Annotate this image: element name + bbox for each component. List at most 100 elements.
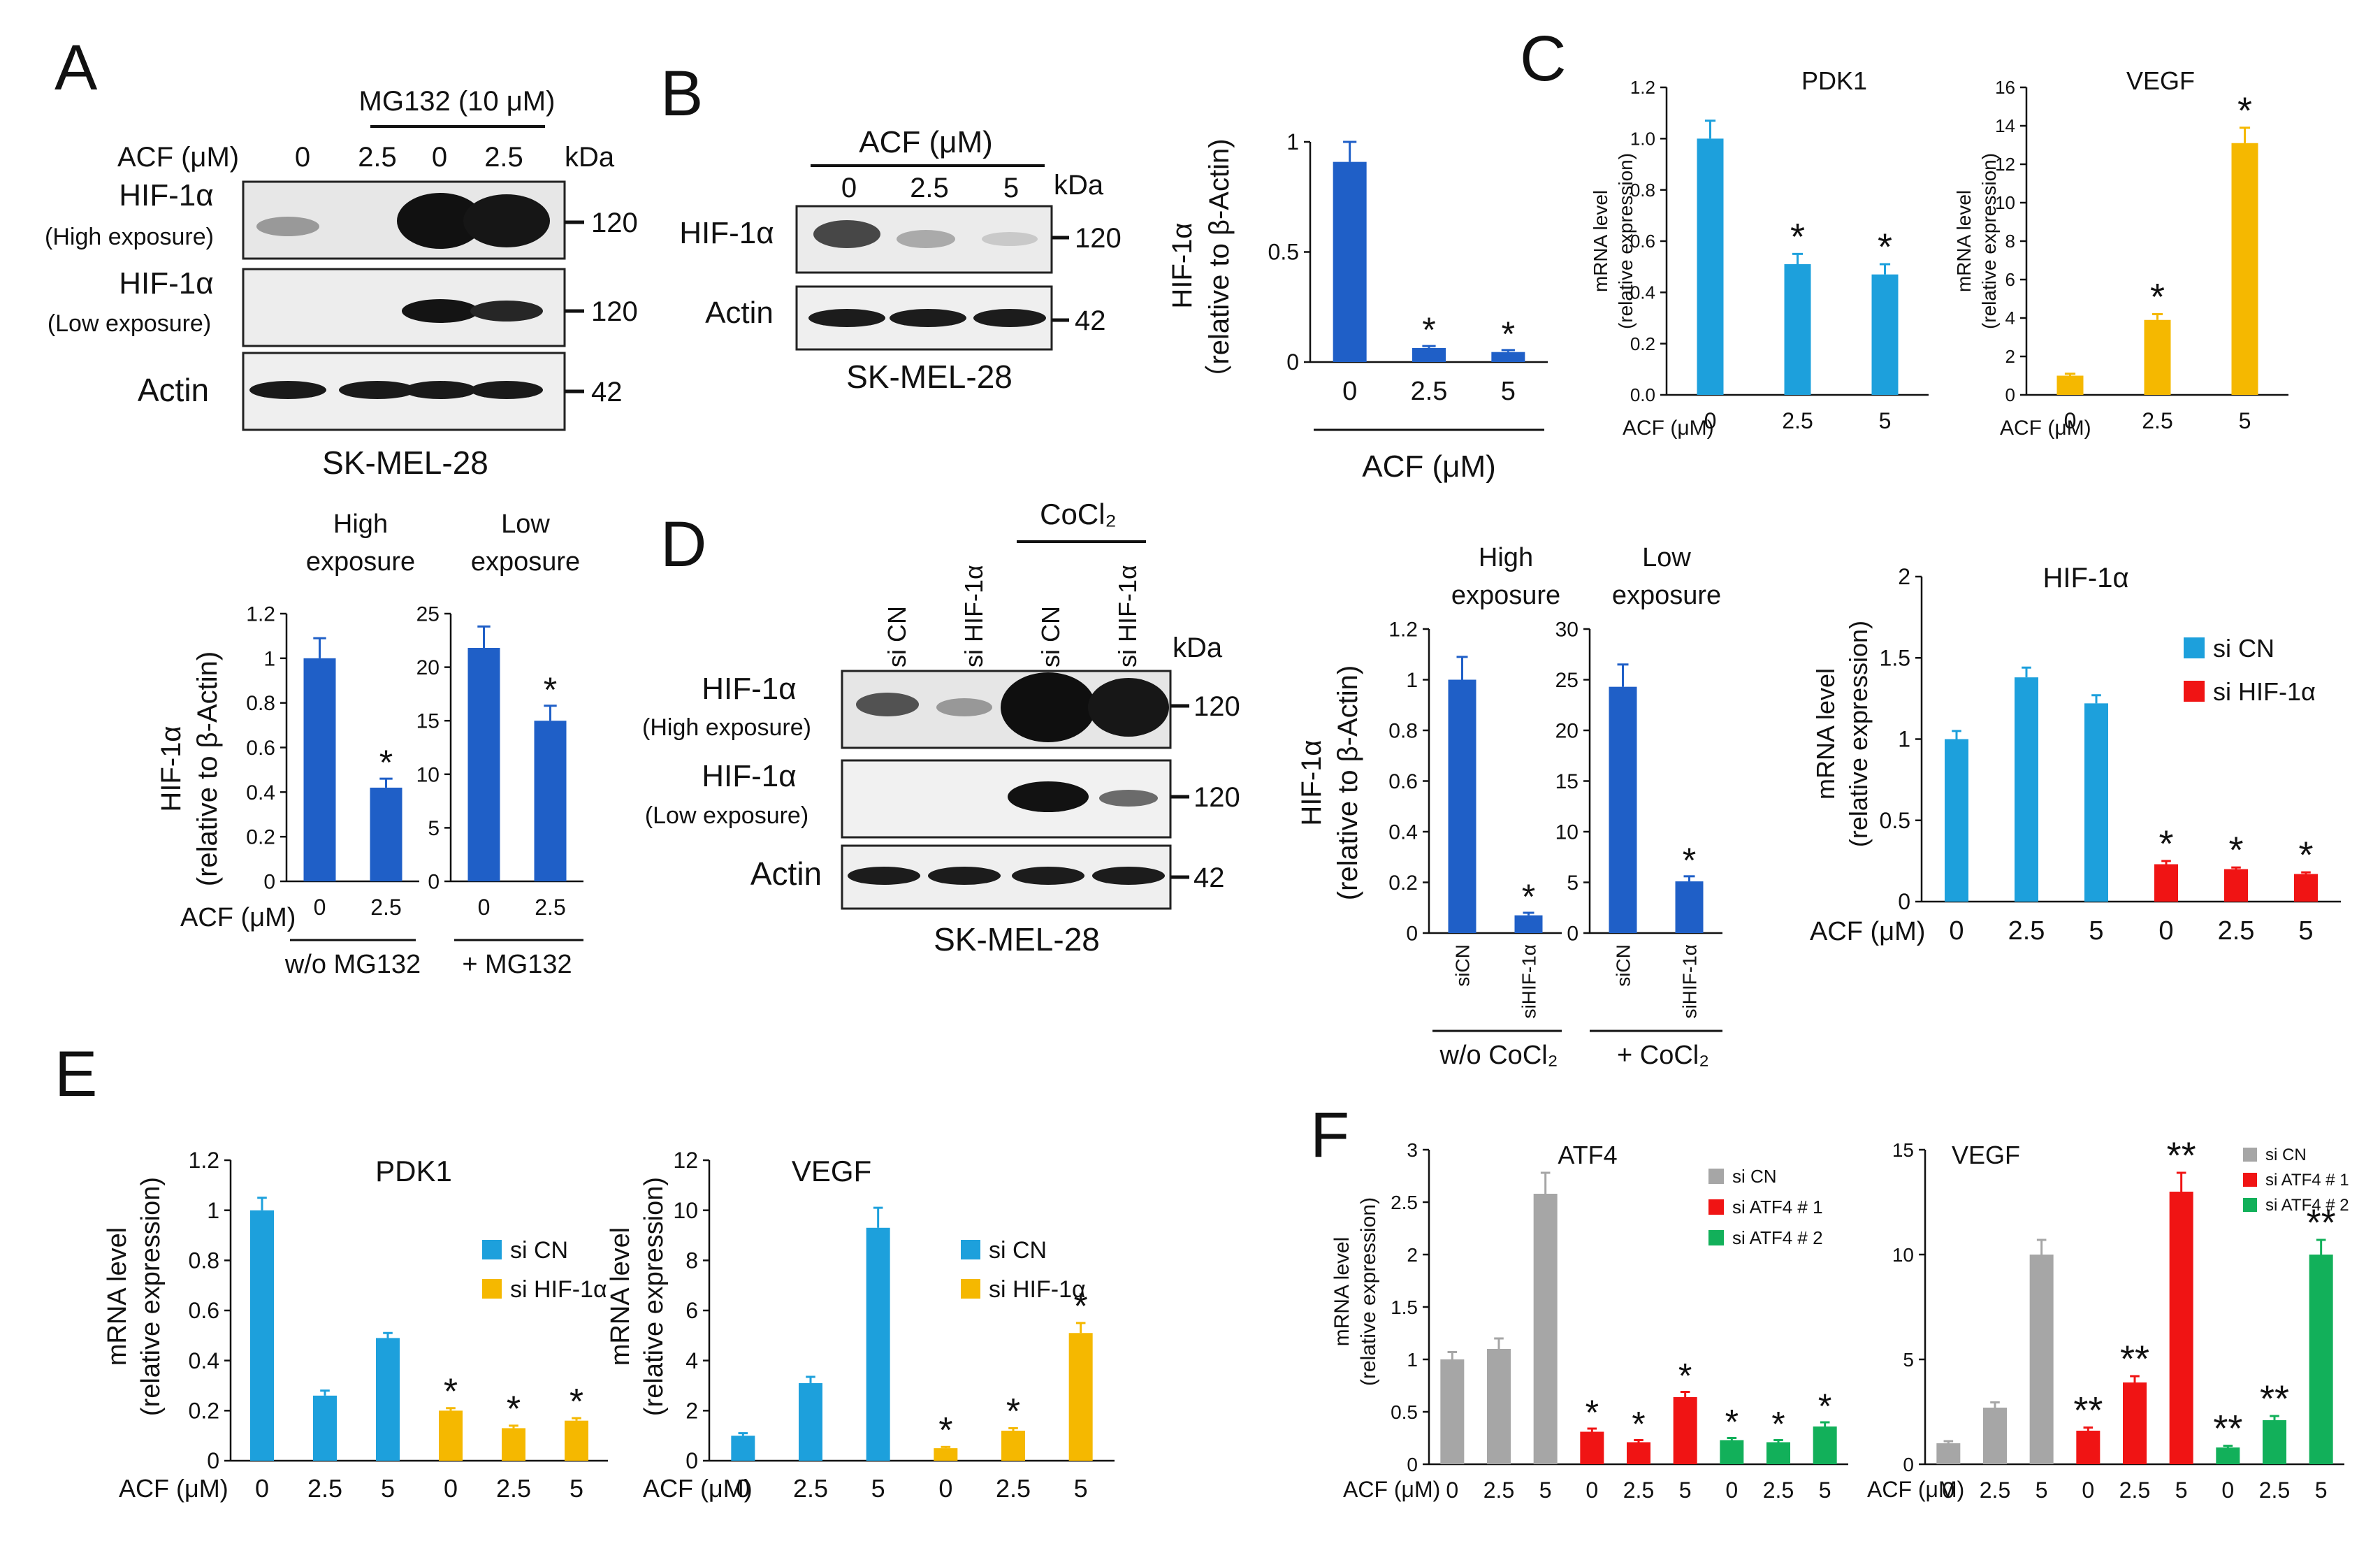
panel-e: E PDK1 mRNA level (relative expression) … xyxy=(55,1039,1115,1503)
band xyxy=(470,381,543,399)
legend-label: si CN xyxy=(510,1237,568,1264)
y-tick-label: 0 xyxy=(685,1448,698,1473)
significance-star: * xyxy=(1074,1287,1088,1327)
y-tick-label: 2 xyxy=(1898,564,1910,589)
band xyxy=(890,309,966,327)
y-tick-label: 10 xyxy=(416,763,440,786)
significance-star: * xyxy=(569,1382,583,1422)
y-tick-label: 12 xyxy=(1995,154,2015,175)
lane-label: si HIF-1α xyxy=(1113,565,1142,667)
y-tick-label: 3 xyxy=(1407,1139,1418,1161)
y-tick-label: 1 xyxy=(1407,1349,1418,1371)
y-axis-label: (relative expression) xyxy=(639,1177,669,1416)
y-tick-label: 0.5 xyxy=(1268,240,1299,265)
significance-star: ** xyxy=(2167,1135,2196,1177)
bar xyxy=(934,1448,958,1461)
y-tick-label: 0.4 xyxy=(246,781,275,804)
y-tick-label: 10 xyxy=(1555,821,1579,844)
y-tick-label: 0.2 xyxy=(189,1399,219,1424)
chart-header: Low xyxy=(1642,543,1691,572)
significance-star: * xyxy=(1683,841,1696,880)
chart-title: VEGF xyxy=(792,1155,871,1187)
y-axis-label: mRNA level xyxy=(103,1227,132,1366)
y-tick-label: 0 xyxy=(207,1448,219,1473)
chart-a-high-exposure: 0 0.2 0.4 0.6 0.8 1 1.2 0 * 2.5 xyxy=(246,603,419,920)
y-tick-label: 0.6 xyxy=(1388,770,1418,793)
x-tick-label: 0 xyxy=(2158,916,2173,946)
x-tick-label: 0 xyxy=(2082,1478,2094,1503)
band xyxy=(848,867,920,885)
bar xyxy=(565,1420,588,1461)
x-tick-label: 2.5 xyxy=(1483,1478,1514,1503)
y-tick-label: 1 xyxy=(1286,129,1299,154)
x-tick-label: 0 xyxy=(1942,1478,1954,1503)
legend-swatch xyxy=(482,1240,502,1259)
x-axis-prefix: ACF (μM) xyxy=(1810,917,1925,946)
chart-header: exposure xyxy=(306,547,415,577)
band xyxy=(402,299,479,323)
y-tick-label: 5 xyxy=(1903,1349,1914,1371)
y-axis-label: (relative to β-Actin) xyxy=(1333,665,1363,900)
x-axis-prefix: ACF (μM) xyxy=(2000,417,2091,440)
significance-star: * xyxy=(1522,877,1535,916)
y-axis-label: mRNA level xyxy=(1953,190,1975,292)
legend-label: si CN xyxy=(1732,1166,1777,1187)
x-tick-label: 0 xyxy=(1704,408,1717,433)
cell-line-label: SK-MEL-28 xyxy=(934,921,1100,958)
significance-star: * xyxy=(1586,1393,1599,1432)
acf-label: ACF (μM) xyxy=(859,125,993,159)
bar xyxy=(1784,264,1811,395)
x-tick-label: 0 xyxy=(1586,1478,1598,1503)
band xyxy=(249,381,326,399)
band xyxy=(256,217,319,236)
bar xyxy=(1627,1442,1650,1464)
y-tick-label: 20 xyxy=(1555,720,1579,743)
band xyxy=(936,698,992,716)
legend-swatch xyxy=(2243,1148,2257,1162)
chart-c-pdk1: 0.0 0.2 0.4 0.6 0.8 1.0 1.2 0 * 2.5 * 5 xyxy=(1630,77,1929,433)
bar xyxy=(439,1410,463,1461)
chart-header: exposure xyxy=(471,547,580,577)
y-tick-label: 1.2 xyxy=(189,1148,219,1173)
y-tick-label: 2 xyxy=(1407,1244,1418,1266)
bar xyxy=(2224,869,2248,902)
significance-star: * xyxy=(1725,1403,1739,1442)
x-tick-label: 2.5 xyxy=(2119,1478,2150,1503)
y-tick-label: 0.4 xyxy=(1630,282,1655,303)
legend-swatch xyxy=(1708,1169,1724,1184)
y-tick-label: 20 xyxy=(416,656,440,679)
chart-title: VEGF xyxy=(2126,66,2195,95)
mg132-label: MG132 (10 μM) xyxy=(359,86,556,117)
significance-star: * xyxy=(1678,1357,1692,1396)
y-tick-label: 16 xyxy=(1995,77,2015,98)
y-tick-label: 25 xyxy=(1555,669,1579,692)
significance-star: ** xyxy=(2260,1378,2289,1420)
significance-star: * xyxy=(1422,310,1435,349)
y-tick-label: 0.6 xyxy=(1630,231,1655,252)
band xyxy=(463,194,550,247)
chart-f-vegf: 0 5 10 15 0 2.5 5 ** 0 ** 2.5 ** 5 ** 0 ** 2.5 ** 5 si CN si… xyxy=(1892,1135,2349,1503)
panel-f: F ATF4 mRNA level (relative expression) … xyxy=(1310,1099,2349,1503)
significance-star: * xyxy=(2237,89,2252,131)
x-tick-label: 2.5 xyxy=(1411,377,1448,406)
x-tick-label: 2.5 xyxy=(535,895,565,920)
x-tick-label: 0 xyxy=(2221,1478,2234,1503)
bar xyxy=(2231,143,2258,395)
y-axis-label: (relative expression) xyxy=(1844,621,1873,847)
chart-d-high-exposure: 0 0.2 0.4 0.6 0.8 1 1.2 siCN * siHIF-1α xyxy=(1388,619,1562,1018)
x-tick-label: 5 xyxy=(2298,916,2313,946)
bar xyxy=(1440,1359,1465,1464)
bar xyxy=(1673,1397,1697,1464)
group-label: w/o MG132 xyxy=(284,950,421,979)
band xyxy=(813,220,880,248)
y-axis-label: mRNA level xyxy=(1330,1237,1354,1347)
row-sublabel: (Low exposure) xyxy=(48,310,211,337)
significance-star: * xyxy=(2298,835,2313,876)
band xyxy=(928,867,1001,885)
row-sublabel: (Low exposure) xyxy=(645,802,808,829)
panel-letter-c: C xyxy=(1520,23,1566,94)
bar xyxy=(502,1428,525,1461)
panel-c: C PDK1 mRNA level (relative expression) … xyxy=(1520,23,2288,440)
legend-label: si HIF-1α xyxy=(989,1276,1086,1303)
